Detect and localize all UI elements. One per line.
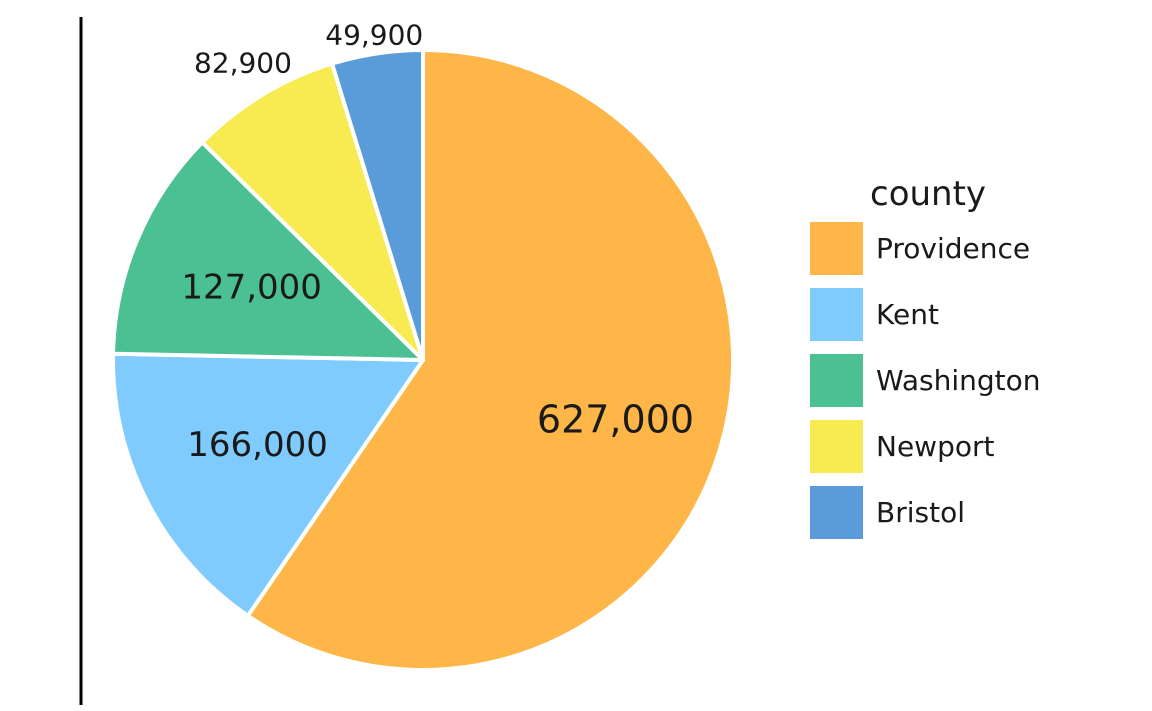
legend-swatch-washington — [810, 354, 863, 407]
legend-swatch-newport — [810, 420, 863, 473]
pie-slice-washington — [111, 140, 425, 362]
legend-swatch-providence — [810, 222, 863, 275]
slice-label-bristol: 49,900 — [325, 19, 423, 52]
legend-label-kent: Kent — [876, 298, 939, 331]
legend-swatch-kent — [810, 288, 863, 341]
pie-slice-newport — [200, 61, 425, 362]
slice-label-providence: 627,000 — [537, 398, 694, 442]
legend: county Providence Kent Washington Newport Br… — [810, 174, 1041, 539]
legend-title: county — [870, 174, 986, 214]
legend-label-washington: Washington — [876, 364, 1041, 397]
pie-slice-kent — [111, 351, 425, 618]
legend-items: Providence Kent Washington Newport Bristol — [810, 222, 1041, 539]
legend-swatch-bristol — [810, 486, 863, 539]
slice-label-washington: 127,000 — [181, 268, 322, 308]
slice-label-kent: 166,000 — [187, 425, 328, 465]
legend-label-providence: Providence — [876, 232, 1030, 265]
legend-label-bristol: Bristol — [876, 496, 965, 529]
legend-label-newport: Newport — [876, 430, 994, 463]
pie-slices — [111, 48, 735, 672]
slice-label-newport: 82,900 — [194, 47, 292, 80]
pie-slice-bristol — [330, 48, 425, 362]
pie-slice-labels: 627,000 166,000 127,000 82,900 49,900 — [181, 19, 694, 466]
pie-slice-providence — [245, 48, 735, 672]
